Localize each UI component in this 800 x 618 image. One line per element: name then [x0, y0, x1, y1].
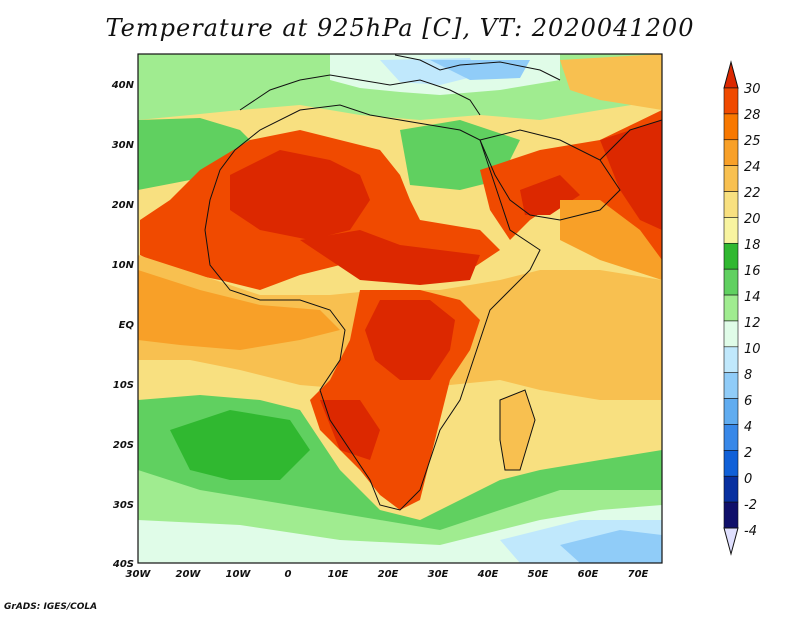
temperature-field: [138, 54, 662, 563]
lat-label: 40S: [112, 559, 134, 570]
colorbar-label: 10: [744, 342, 761, 357]
colorbar-box: [723, 320, 739, 348]
colorbar-box: [723, 165, 739, 192]
colorbar-box: [723, 372, 739, 399]
colorbar-top-triangle: [723, 60, 739, 89]
colorbar-box: [723, 398, 739, 425]
lat-label: 10N: [112, 260, 135, 271]
colorbar-label: 12: [744, 316, 761, 331]
colorbar-box: [723, 113, 739, 141]
map-title: Temperature at 925hPa [C], VT: 202004120…: [105, 14, 695, 42]
colorbar-label: -4: [744, 524, 757, 539]
colorbar-label: 18: [744, 238, 761, 253]
colorbar-label: 4: [744, 420, 752, 435]
lat-label: 30S: [113, 500, 134, 511]
colorbar-label: 16: [744, 264, 761, 279]
lon-label: 0: [285, 569, 292, 580]
colorbar-label: 6: [744, 394, 752, 409]
lon-label: 20E: [378, 569, 399, 580]
colorbar-box: [723, 475, 739, 503]
lon-label: 70E: [628, 569, 649, 580]
lat-label: 30N: [112, 140, 135, 151]
lon-label: 60E: [578, 569, 599, 580]
lat-label: 40N: [111, 80, 135, 91]
lon-label: 30E: [428, 569, 449, 580]
credit-text: GrADS: IGES/COLA: [4, 602, 98, 612]
lon-label: 20W: [176, 569, 202, 580]
lat-axis: 40N 30N 20N 10N EQ 10S 20S 30S 40S: [111, 80, 135, 570]
lat-label: 20N: [112, 200, 135, 211]
lat-label: EQ: [119, 320, 135, 331]
lon-axis: 30W 20W 10W 0 10E 20E 30E 40E 50E 60E 70…: [126, 569, 649, 580]
colorbar-label: 8: [744, 368, 752, 383]
colorbar-box: [723, 87, 739, 115]
colorbar-box: [723, 294, 739, 322]
colorbar-box: [723, 346, 739, 374]
colorbar-label: 24: [744, 160, 761, 175]
colorbar-label: 30: [744, 82, 761, 97]
lat-label: 20S: [113, 440, 134, 451]
plot-frame: [137, 53, 663, 564]
colorbar: 30 28 25 24 22 20 18 16 14 12 10 8 6 4 2…: [723, 60, 761, 556]
colorbar-box: [723, 268, 739, 296]
colorbar-box: [723, 450, 739, 477]
colorbar-label: 0: [744, 472, 752, 487]
lat-label: 10S: [113, 380, 134, 391]
colorbar-box: [723, 217, 739, 244]
colorbar-box: [723, 139, 739, 166]
colorbar-box: [723, 191, 739, 218]
lon-label: 50E: [528, 569, 549, 580]
lon-label: 30W: [126, 569, 152, 580]
coastlines: [204, 54, 662, 511]
colorbar-box: [723, 501, 739, 529]
colorbar-label: 2: [744, 446, 752, 461]
lon-label: 40E: [477, 569, 499, 580]
colorbar-label: 22: [744, 186, 761, 201]
colorbar-box: [723, 424, 739, 451]
colorbar-label: 14: [744, 290, 761, 305]
colorbar-label: 25: [744, 134, 761, 149]
colorbar-label: 20: [744, 212, 761, 227]
lon-label: 10E: [328, 569, 349, 580]
colorbar-bottom-triangle: [723, 527, 739, 556]
lon-label: 10W: [226, 569, 252, 580]
colorbar-box: [723, 242, 739, 270]
colorbar-label: 28: [744, 108, 761, 123]
colorbar-label: -2: [744, 498, 757, 513]
